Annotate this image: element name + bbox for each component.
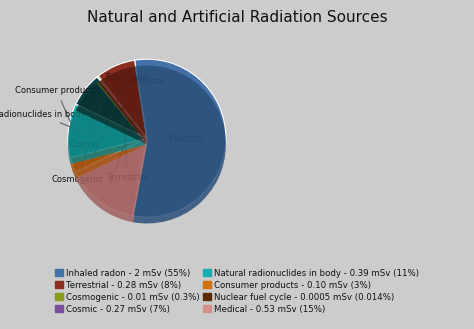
Wedge shape [97,76,147,138]
Wedge shape [68,104,147,158]
Text: Cosmogenic: Cosmogenic [52,91,106,184]
Text: Medical: Medical [109,77,164,186]
Wedge shape [71,144,147,178]
Wedge shape [98,66,147,144]
Wedge shape [97,82,147,144]
Wedge shape [76,77,147,138]
Text: Radon: Radon [169,134,204,144]
Wedge shape [133,65,226,223]
Wedge shape [75,144,147,222]
Wedge shape [75,144,147,178]
Text: Radionuclides in body: Radionuclides in body [0,110,85,131]
Text: Consumer products: Consumer products [16,86,98,157]
Wedge shape [75,138,147,216]
Wedge shape [71,138,147,172]
Text: Cosmic: Cosmic [69,101,100,149]
Wedge shape [98,60,147,138]
Wedge shape [76,83,147,144]
Legend: Inhaled radon - 2 mSv (55%), Terrestrial - 0.28 mSv (8%), Cosmogenic - 0.01 mSv : Inhaled radon - 2 mSv (55%), Terrestrial… [55,269,419,314]
Wedge shape [68,111,147,164]
Text: Natural and Artificial Radiation Sources: Natural and Artificial Radiation Sources [87,10,387,25]
Text: Terrestrial: Terrestrial [106,83,148,182]
Wedge shape [133,59,226,217]
Text: Fuel cycle: Fuel cycle [91,73,148,163]
Wedge shape [75,138,147,172]
